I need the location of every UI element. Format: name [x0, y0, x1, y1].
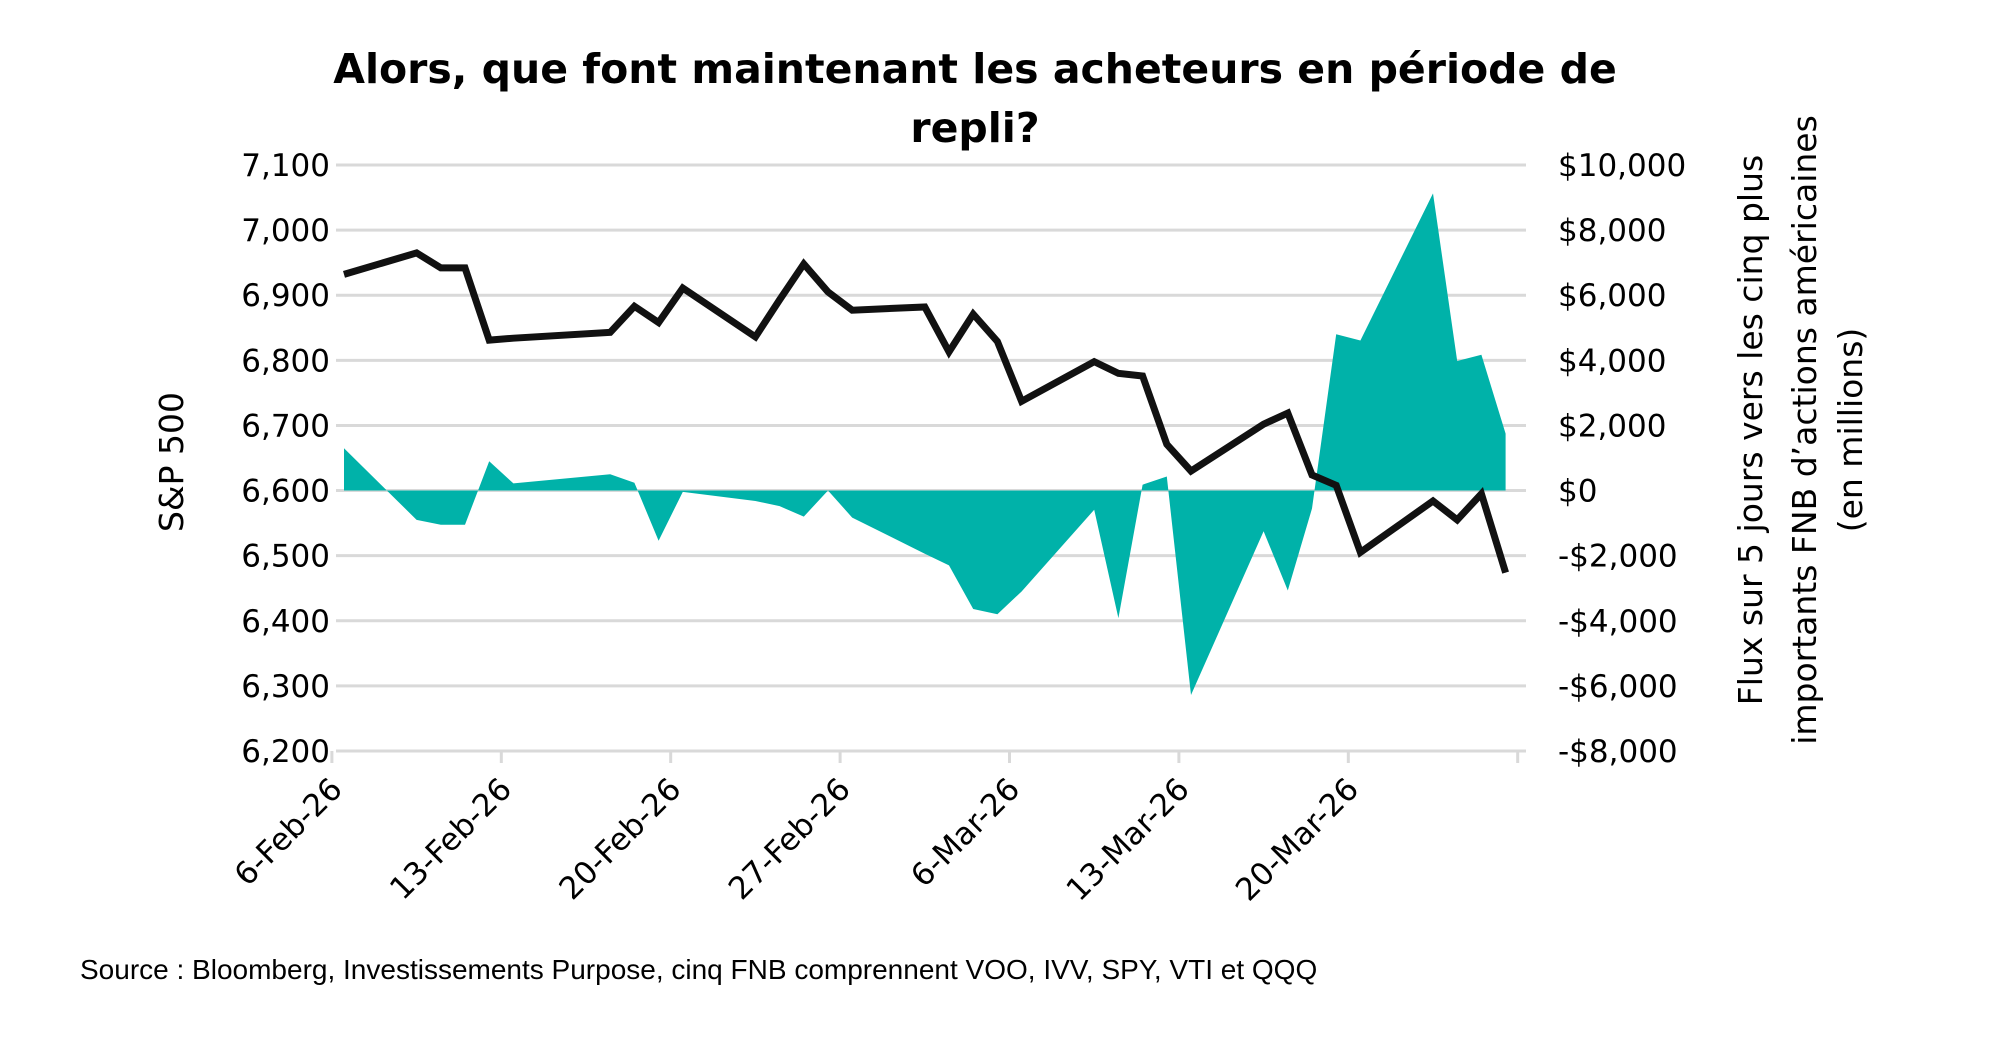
left-tick-label: 6,300 — [241, 669, 330, 705]
right-tick-label: $4,000 — [1558, 343, 1666, 379]
chart-title-line-2: repli? — [910, 104, 1039, 152]
right-axis-title-line-3: (en millions) — [1831, 328, 1870, 533]
left-tick-label: 6,400 — [241, 604, 330, 640]
x-tick-label: 20-Feb-26 — [552, 771, 688, 907]
right-tick-label: -$2,000 — [1558, 539, 1678, 575]
left-axis-ticks: 6,200 6,300 6,400 6,500 6,600 6,700 6,800 6,900… — [241, 148, 330, 770]
right-tick-label: $10,000 — [1558, 148, 1686, 184]
left-tick-label: 7,000 — [241, 213, 330, 249]
x-tick-label: 6-Feb-26 — [228, 771, 350, 893]
flows-area-series — [344, 193, 1506, 696]
left-tick-label: 6,600 — [241, 474, 330, 510]
flows-area — [344, 193, 1506, 696]
x-tick-label: 20-Mar-26 — [1229, 771, 1366, 908]
right-tick-label: $6,000 — [1558, 278, 1666, 314]
x-tick-label: 6-Mar-26 — [904, 771, 1027, 894]
x-tick-label: 27-Feb-26 — [722, 771, 858, 907]
chart-title-line-1: Alors, que font maintenant les acheteurs… — [333, 45, 1617, 93]
sp500-line-series — [343, 249, 1509, 574]
right-tick-label: -$4,000 — [1558, 604, 1678, 640]
left-tick-label: 6,200 — [241, 734, 330, 770]
left-tick-label: 7,100 — [241, 148, 330, 184]
source-note: Source : Bloomberg, Investissements Purp… — [80, 954, 1318, 985]
right-tick-label: -$8,000 — [1558, 734, 1678, 770]
right-tick-label: -$6,000 — [1558, 669, 1678, 705]
right-tick-label: $8,000 — [1558, 213, 1666, 249]
left-tick-label: 6,800 — [241, 343, 330, 379]
x-axis-ticks: 6-Feb-26 13-Feb-26 20-Feb-26 27-Feb-26 6-Mar… — [228, 751, 1520, 908]
right-tick-label: $0 — [1558, 474, 1597, 510]
x-tick-label: 13-Feb-26 — [383, 771, 519, 907]
right-axis-title-line-1: Flux sur 5 jours vers les cinq plus — [1731, 155, 1770, 705]
left-axis-title: S&P 500 — [152, 392, 191, 532]
right-tick-label: $2,000 — [1558, 408, 1666, 444]
right-axis-title-line-2: importants FNB d’actions américaines — [1785, 115, 1824, 745]
sp500-line — [343, 249, 1509, 574]
left-tick-label: 6,900 — [241, 278, 330, 314]
x-tick-label: 13-Mar-26 — [1060, 771, 1197, 908]
left-tick-label: 6,500 — [241, 539, 330, 575]
right-axis-ticks: -$8,000 -$6,000 -$4,000 -$2,000 $0 $2,000 $4,0… — [1558, 148, 1686, 770]
left-tick-label: 6,700 — [241, 408, 330, 444]
